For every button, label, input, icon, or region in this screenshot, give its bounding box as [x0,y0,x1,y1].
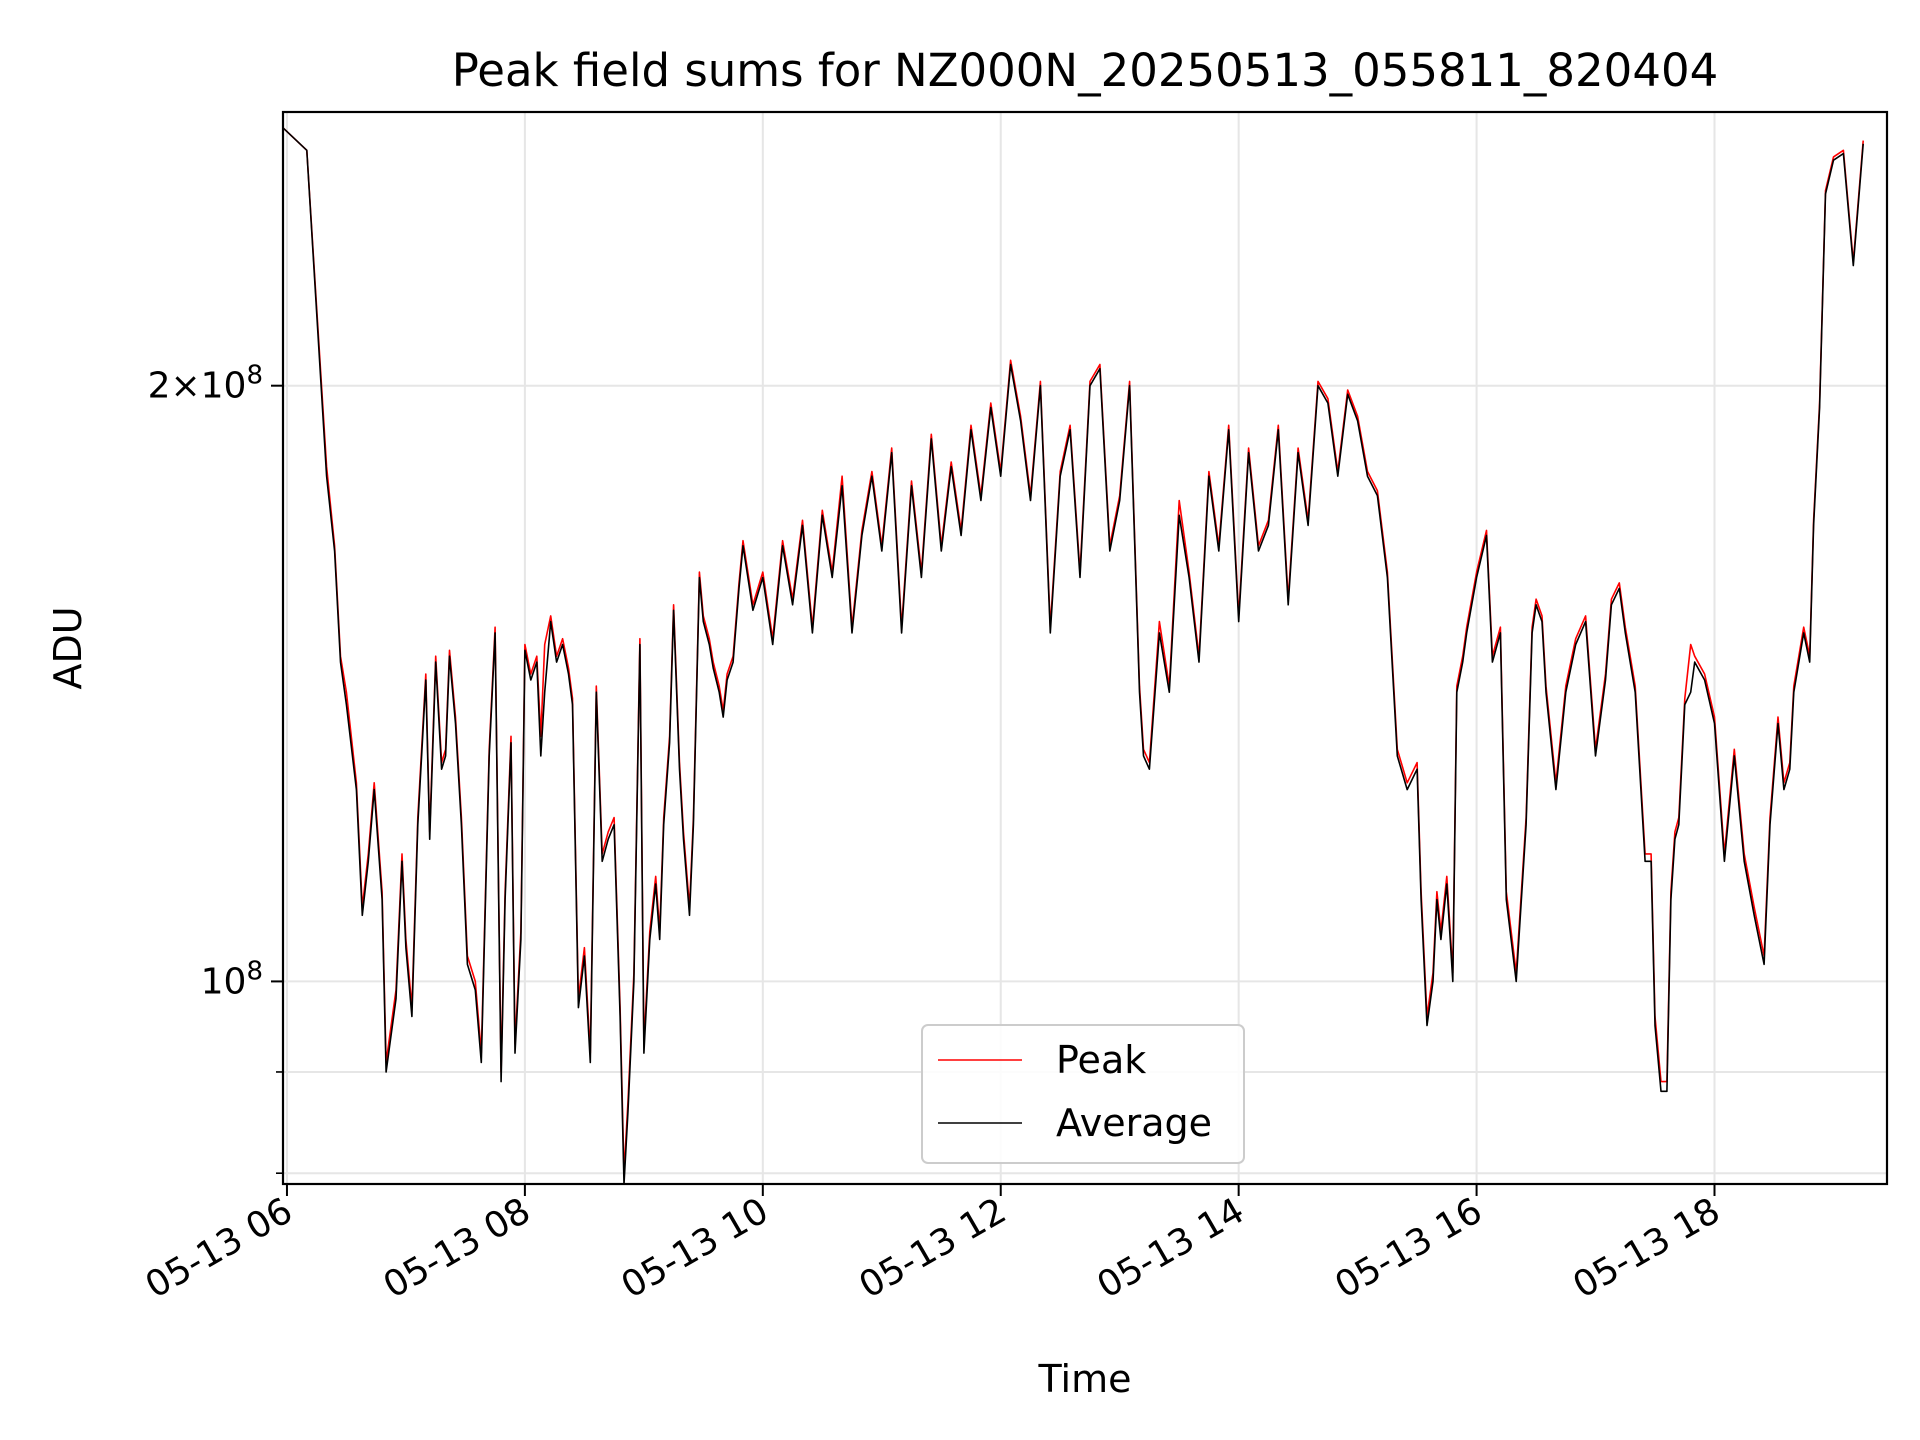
legend: Peak Average [921,1024,1245,1164]
x-axis-label: Time [1038,1357,1132,1401]
plot-frame [281,110,1889,1186]
legend-label-peak: Peak [1056,1038,1146,1082]
chart-title: Peak field sums for NZ000N_20250513_0558… [452,44,1718,97]
series-layer [282,127,1864,1185]
y-axis-ticks: 108 2×108 [148,361,283,1174]
legend-label-average: Average [1056,1101,1212,1145]
y-tick-label: 108 [201,956,263,1002]
series-line-average [282,127,1864,1185]
y-axis-label: ADU [46,606,90,689]
y-tick-label: 2×108 [148,361,263,407]
